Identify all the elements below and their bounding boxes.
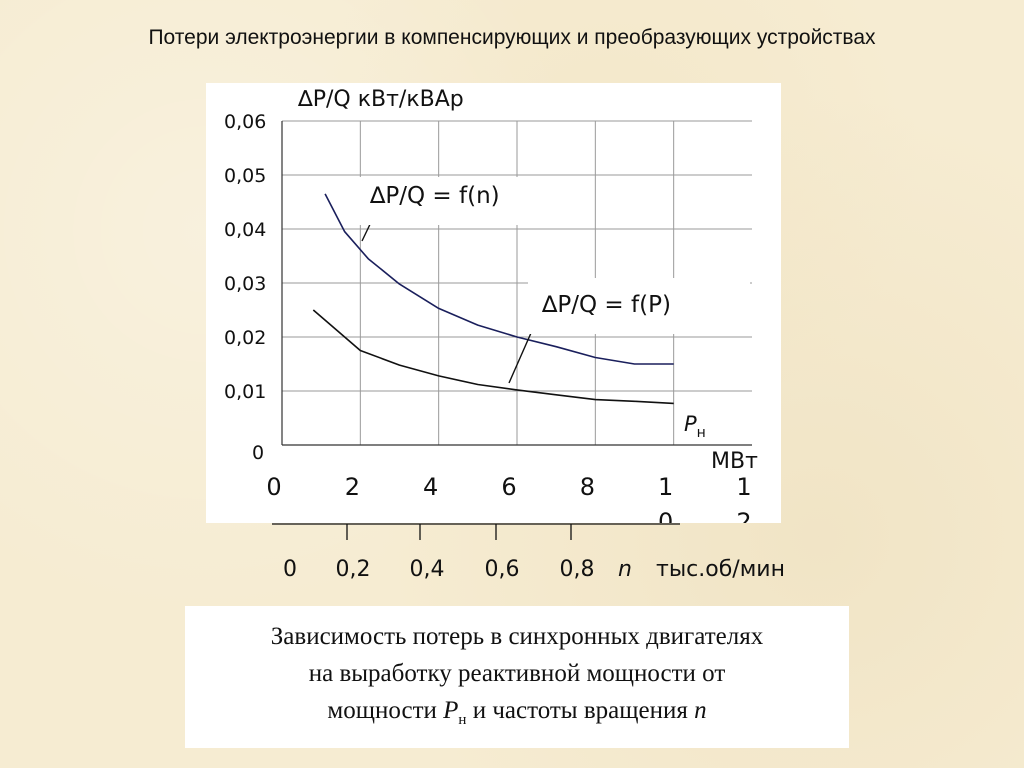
y-tick-label: 0,05: [224, 165, 266, 187]
y-tick-label: 0,02: [224, 327, 266, 349]
n-axis-ticks: 0 0,2 0,4 0,6 0,8: [283, 524, 595, 582]
caption-box: Зависимость потерь в синхронных двигател…: [185, 606, 849, 748]
x-tick-label: 6: [501, 473, 516, 501]
n-tick-label: 0,4: [410, 557, 445, 582]
series-label-fn: ∆P/Q = f(n): [369, 183, 500, 209]
y-tick-label: 0,04: [224, 219, 266, 241]
slide-title: Потери электроэнергии в компенсирующих и…: [148, 26, 876, 49]
caption-line-3: мощности Pн и частоты вращения n: [327, 697, 707, 728]
n-axis-variable: n: [618, 557, 632, 582]
x-tick-label: 0: [266, 473, 281, 501]
y-tick-label: 0: [252, 442, 264, 464]
x-tick-label: 0: [658, 508, 673, 523]
y-tick-label: 0,01: [224, 381, 266, 403]
x-tick-label: 2: [345, 473, 360, 501]
series-label-fp: ∆P/Q = f(P): [541, 292, 671, 318]
caption-line-2: на выработку реактивной мощности от: [308, 660, 726, 687]
label-fp-bg: [528, 278, 750, 334]
x-tick-label: 2: [736, 508, 751, 523]
label-fn-bg: [351, 177, 531, 225]
series-lines: [312, 193, 674, 405]
grid: [281, 120, 752, 446]
x-tick-label: 4: [423, 473, 438, 501]
y-tick-label: 0,03: [224, 273, 266, 295]
x-axis-unit: МВт: [711, 449, 758, 474]
n-axis-unit: тыс.об/мин: [656, 557, 785, 582]
x-tick-label: 1: [736, 473, 751, 501]
x-axis-variable: Pн: [684, 412, 706, 441]
caption-line-1: Зависимость потерь в синхронных двигател…: [270, 623, 764, 650]
n-tick-label: 0,6: [485, 557, 520, 582]
x-tick-label: 1: [658, 473, 673, 501]
y-tick-label: 0,06: [224, 111, 266, 133]
label-fp-leader: [508, 332, 532, 384]
x-tick-label: 8: [580, 473, 595, 501]
n-tick-label: 0,2: [336, 557, 371, 582]
n-tick-label: 0,8: [560, 557, 595, 582]
series-line-1: [324, 193, 674, 365]
series-line-2: [312, 309, 674, 405]
y-axis-label: ∆P/Q кВт/кВАр: [297, 87, 464, 112]
n-tick-label: 0: [283, 557, 297, 582]
y-tick-labels: 0,06 0,05 0,04 0,03 0,02 0,01 0: [224, 111, 266, 464]
